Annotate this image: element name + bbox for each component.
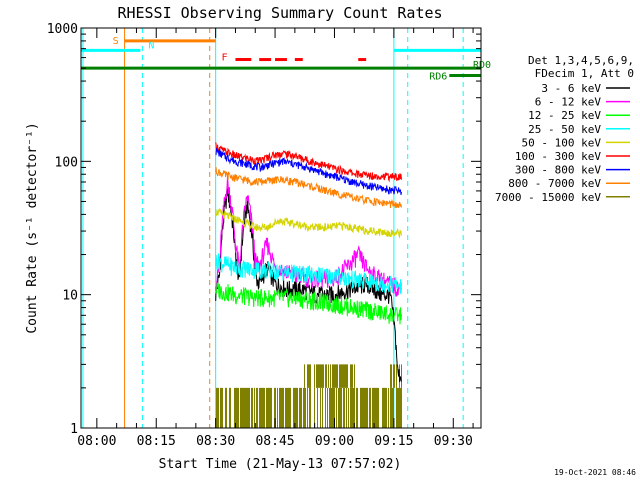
series-line-7 [215,167,402,209]
footer-date: 19-Oct-2021 08:46 [554,468,636,477]
legend-header-line: Det 1,3,4,5,6,9, [528,54,634,67]
series-line-3 [215,253,402,295]
plot-frame [80,27,482,429]
legend: Det 1,3,4,5,6,9,FDecim 1, Att 0 3 - 6 keV… [495,54,634,204]
x-tick-label: 08:15 [137,434,176,449]
series-line-6 [215,148,402,195]
state-label-rd0: RD0 [473,60,491,71]
series-line-1 [215,175,402,297]
x-tick-label: 08:30 [196,434,235,449]
x-tick-label: 09:15 [374,434,413,449]
state-label-rd6: RD6 [429,72,447,83]
legend-label: 7000 - 15000 keV [495,191,601,204]
legend-label: 6 - 12 keV [535,96,602,109]
x-tick-label: 09:00 [315,434,354,449]
x-axis-label: Start Time (21-May-13 07:57:02) [159,457,402,472]
x-tick-label: 09:30 [434,434,473,449]
band-7000-15000-1 [304,364,355,388]
legend-label: 800 - 7000 keV [508,177,601,190]
legend-label: 50 - 100 keV [522,136,602,149]
series-line-5 [215,142,402,183]
legend-label: 3 - 6 keV [541,82,601,95]
y-axis-label: Count Rate (s⁻¹ detector⁻¹) [25,122,40,333]
state-label-s: S [113,36,119,47]
band-7000-15000-0 [216,387,402,428]
series-line-2 [215,282,402,325]
chart-title: RHESSI Observing Summary Count Rates [117,4,442,22]
legend-label: 300 - 800 keV [515,164,601,177]
state-label-n: N [148,40,154,51]
legend-header-line: FDecim 1, Att 0 [535,67,634,80]
series-line-4 [215,207,402,239]
y-tick-label: 1000 [47,22,78,37]
flare-label: F [221,53,227,64]
legend-label: 12 - 25 keV [528,109,601,122]
y-tick-label: 100 [55,155,78,170]
x-tick-label: 08:45 [255,434,294,449]
band-7000-15000-2 [390,364,402,388]
legend-label: 25 - 50 keV [528,123,601,136]
axes: S N RD0 RD6 F 1 10 100 1000 08:00 08:15 08:30 08:45 0… [47,22,491,449]
plot-area [81,28,481,428]
legend-label: 100 - 300 keV [515,150,601,163]
y-tick-label: 10 [62,289,78,304]
series-line-0 [215,186,402,383]
y-tick-label: 1 [70,422,78,437]
x-tick-label: 08:00 [77,434,116,449]
